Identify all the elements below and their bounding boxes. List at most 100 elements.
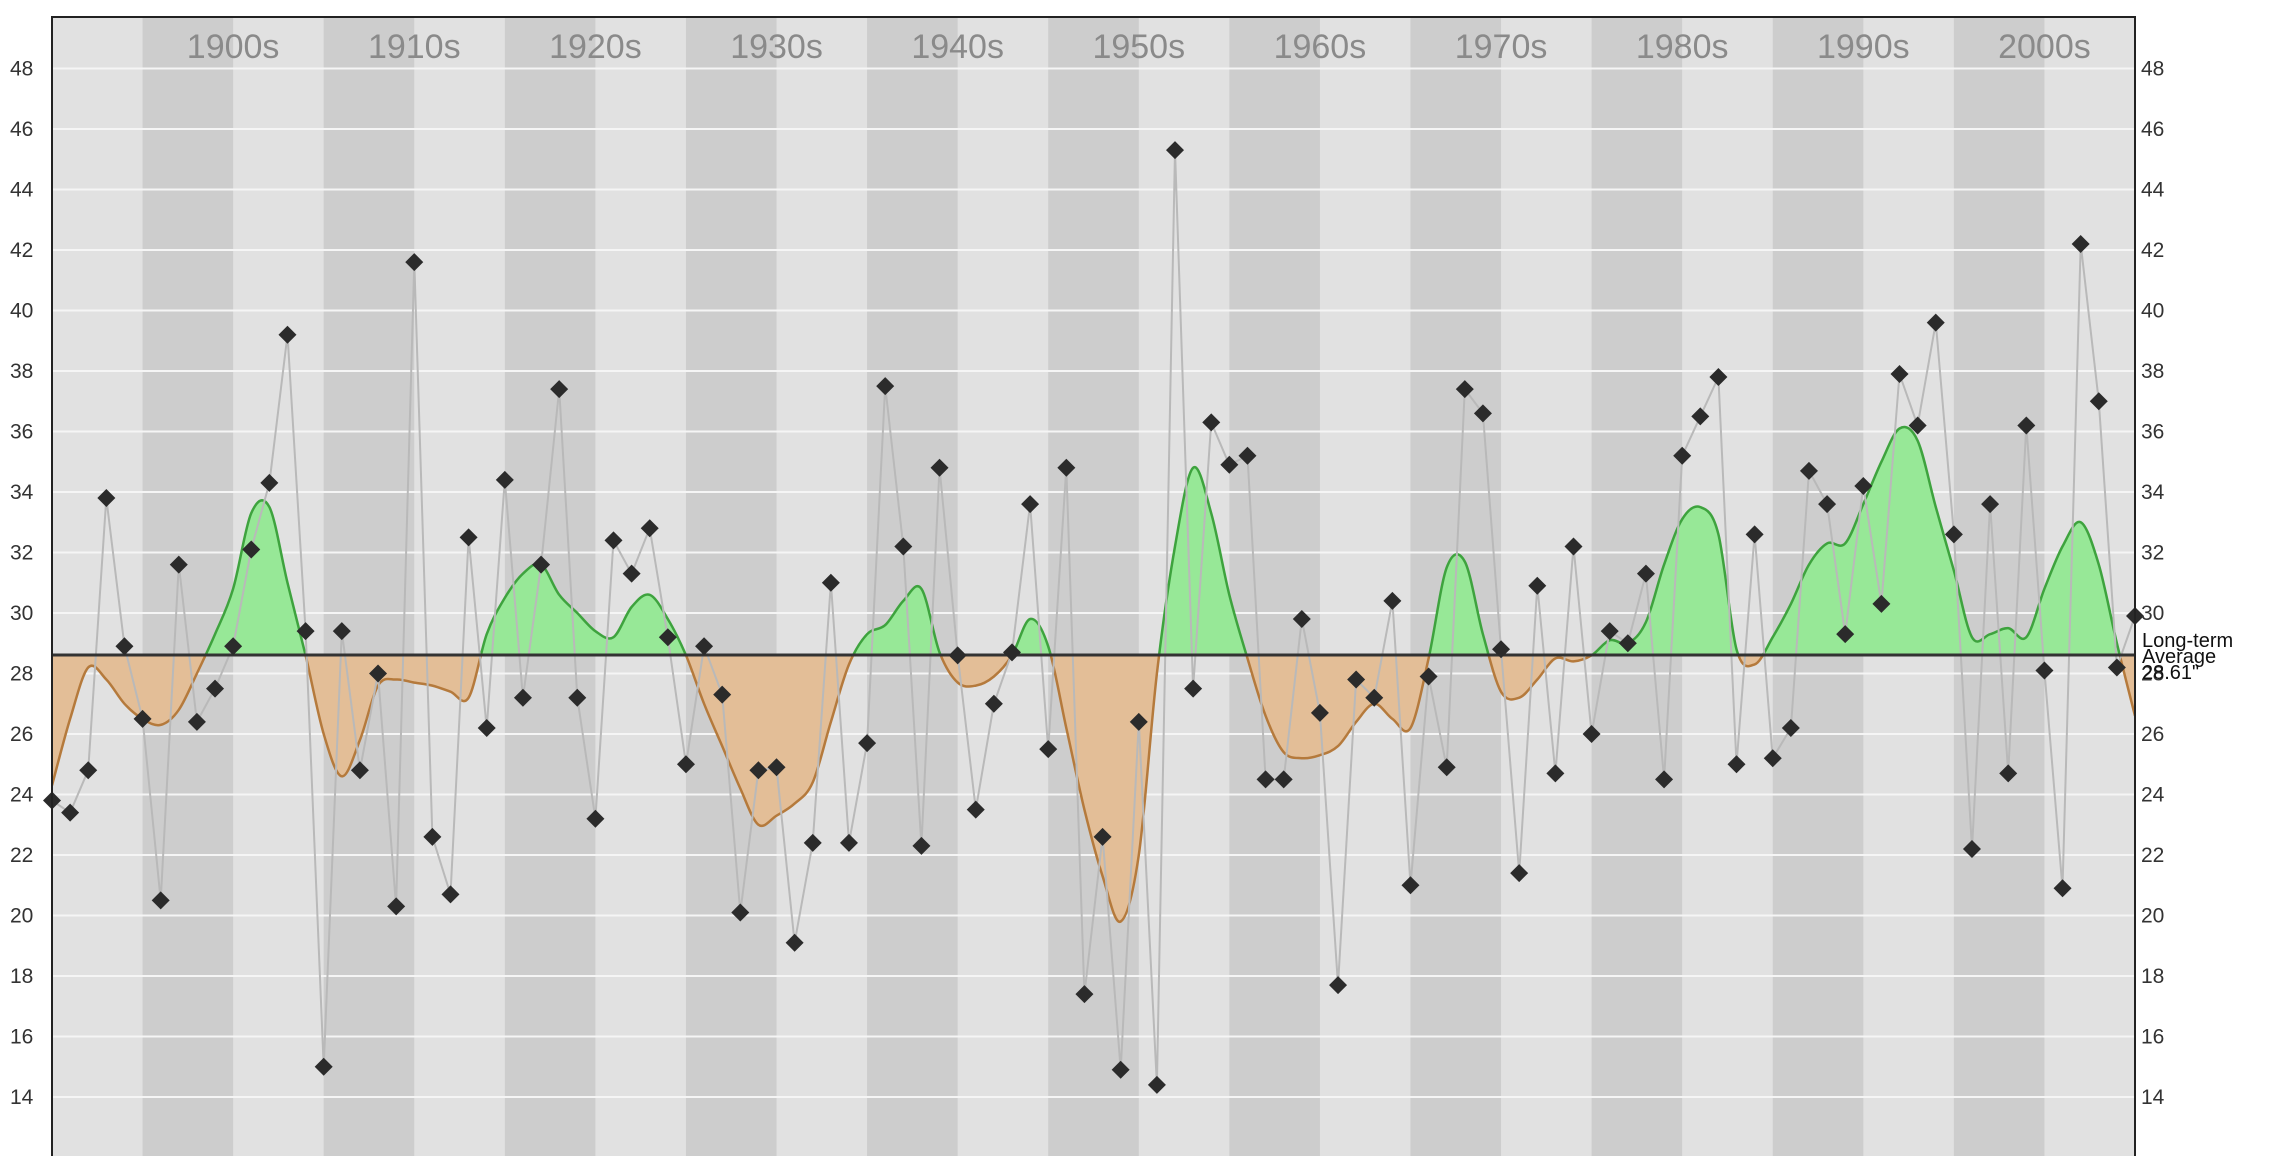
data-point-1915: [405, 253, 424, 272]
decade-bands: [52, 17, 2135, 1156]
data-point-1903: [187, 712, 206, 731]
data-point-1943: [912, 836, 931, 855]
y-tick-right-44: 44: [2141, 179, 2165, 202]
y-tick-left-36: 36: [10, 421, 33, 444]
data-point-1963: [1274, 770, 1293, 789]
data-point-2005: [2035, 661, 2054, 680]
data-point-1910: [314, 1057, 333, 1076]
data-point-1921: [513, 688, 532, 707]
decade-label-1960s: 1960s: [1274, 28, 1367, 66]
data-point-2002: [1981, 495, 2000, 514]
data-point-1939: [839, 833, 858, 852]
data-point-1926: [604, 531, 623, 550]
average-label-line-1: Long-term: [2142, 630, 2233, 652]
data-point-1919: [477, 718, 496, 737]
y-tick-right-24: 24: [2141, 784, 2165, 807]
data-point-1951: [1057, 458, 1076, 477]
data-point-1902: [169, 555, 188, 574]
data-point-1977: [1528, 576, 1547, 595]
decade-labels: 1900s 1910s 1920s 1930s 1940s 1950s 1960s 1970s…: [187, 28, 2091, 66]
data-point-1978: [1546, 764, 1565, 783]
data-point-1984: [1655, 770, 1674, 789]
data-point-1928: [640, 519, 659, 538]
data-point-2008: [2089, 392, 2108, 411]
decade-band-1930s: [685, 17, 777, 1156]
data-point-1946: [966, 800, 985, 819]
data-point-2003: [1999, 764, 2018, 783]
data-point-1954: [1111, 1060, 1130, 1079]
average-label-line-3: 28.61": [2142, 662, 2199, 684]
y-tick-left-22: 22: [10, 844, 33, 867]
y-tick-left-46: 46: [10, 118, 33, 141]
data-point-1992: [1799, 461, 1818, 480]
y-tick-left-24: 24: [10, 784, 34, 807]
y-tick-right-14: 14: [2141, 1086, 2165, 1109]
data-point-1958: [1184, 679, 1203, 698]
data-point-1933: [731, 903, 750, 922]
y-tick-right-16: 16: [2141, 1026, 2164, 1049]
y-tick-right-32: 32: [2141, 542, 2164, 565]
data-point-1905: [224, 637, 243, 656]
y-tick-left-42: 42: [10, 239, 33, 262]
data-point-1912: [350, 761, 369, 780]
data-point-1953: [1093, 827, 1112, 846]
data-point-1997: [1890, 365, 1909, 384]
data-point-2007: [2071, 234, 2090, 253]
data-point-1956: [1147, 1075, 1166, 1094]
data-point-1988: [1727, 755, 1746, 774]
data-point-2001: [1962, 839, 1981, 858]
y-tick-right-46: 46: [2141, 118, 2164, 141]
data-point-1969: [1383, 591, 1402, 610]
y-tick-left-32: 32: [10, 542, 33, 565]
data-point-1970: [1401, 876, 1420, 895]
decade-label-1940s: 1940s: [911, 28, 1004, 66]
right-y-axis: 14 16 18 20 22 24 26 28 30 32 34 36 38 40 42 44 46 48: [2141, 58, 2165, 1110]
data-point-1901: [151, 891, 170, 910]
data-point-1991: [1781, 718, 1800, 737]
data-point-1968: [1365, 688, 1384, 707]
data-point-1947: [984, 694, 1003, 713]
data-point-2006: [2053, 879, 2072, 898]
y-tick-left-44: 44: [10, 179, 34, 202]
data-point-1983: [1636, 564, 1655, 583]
data-point-1924: [568, 688, 587, 707]
data-point-1950: [1039, 740, 1058, 759]
data-point-1930: [676, 755, 695, 774]
decade-band-1940s: [867, 17, 958, 1156]
left-y-axis: 14 16 18 20 22 24 26 28 30 32 34 36 38 40 42 44 46 48: [10, 58, 34, 1110]
y-tick-right-34: 34: [2141, 481, 2165, 504]
decade-band-2000s: [1953, 17, 2045, 1156]
y-tick-right-28: 28: [2141, 663, 2164, 686]
data-point-1987: [1709, 368, 1728, 387]
data-point-1972: [1437, 758, 1456, 777]
average-label: Long-term Average 28.61": [2142, 630, 2239, 684]
data-point-1938: [821, 573, 840, 592]
data-point-1941: [876, 377, 895, 396]
data-point-1927: [622, 564, 641, 583]
data-point-1952: [1075, 985, 1094, 1004]
data-point-1982: [1618, 634, 1637, 653]
area-above-average: [52, 427, 2135, 656]
decade-label-1980s: 1980s: [1636, 28, 1729, 66]
data-point-2004: [2017, 416, 2036, 435]
data-point-1974: [1473, 404, 1492, 423]
data-point-1979: [1564, 537, 1583, 556]
data-point-2009: [2107, 658, 2126, 677]
data-point-1913: [369, 664, 388, 683]
y-tick-left-28: 28: [10, 663, 33, 686]
plot-frame: [51, 16, 2136, 1156]
data-point-1990: [1763, 749, 1782, 768]
data-point-1904: [206, 679, 225, 698]
decade-label-1970s: 1970s: [1455, 28, 1548, 66]
data-point-1967: [1347, 670, 1366, 689]
y-tick-left-40: 40: [10, 300, 33, 323]
data-point-1937: [803, 833, 822, 852]
data-point-1898: [97, 489, 116, 508]
y-tick-right-38: 38: [2141, 360, 2164, 383]
y-tick-left-16: 16: [10, 1026, 33, 1049]
data-point-1925: [586, 809, 605, 828]
y-tick-right-40: 40: [2141, 300, 2164, 323]
data-point-1961: [1238, 446, 1257, 465]
data-point-1934: [749, 761, 768, 780]
data-point-1900: [133, 709, 152, 728]
